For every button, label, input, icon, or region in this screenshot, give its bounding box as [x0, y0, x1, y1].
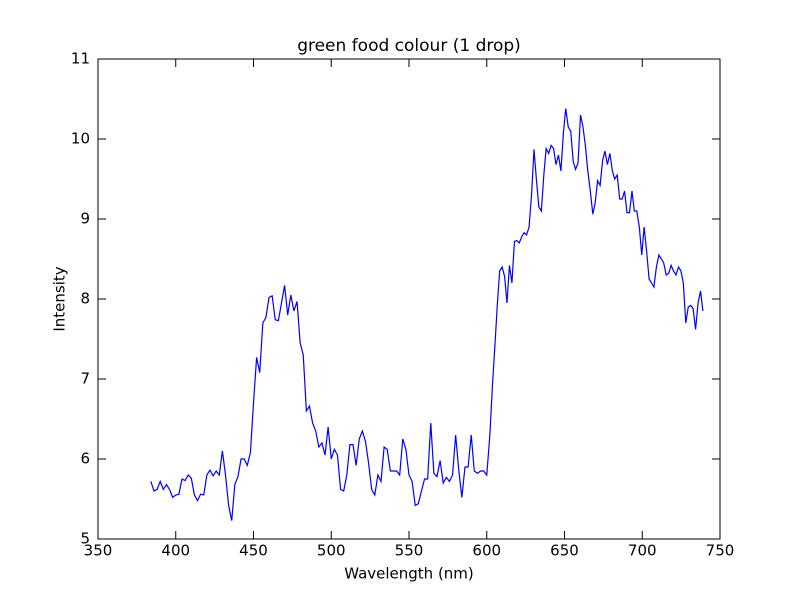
x-tick-label: 500: [317, 542, 346, 560]
y-tick-label: 9: [80, 210, 90, 228]
chart-title: green food colour (1 drop): [297, 36, 521, 56]
x-tick-label: 450: [239, 542, 268, 560]
y-tick-label: 8: [80, 290, 90, 308]
x-tick-label: 600: [472, 542, 501, 560]
y-tick-label: 6: [80, 450, 90, 468]
y-tick-label: 10: [71, 130, 90, 148]
x-axis-label: Wavelength (nm): [344, 565, 474, 583]
x-tick-label: 700: [628, 542, 657, 560]
x-tick-label: 650: [550, 542, 579, 560]
y-tick-label: 5: [80, 530, 90, 548]
x-tick-label: 750: [706, 542, 735, 560]
y-axis-label: Intensity: [51, 266, 69, 331]
x-tick-label: 550: [395, 542, 424, 560]
y-tick-label: 11: [71, 50, 90, 68]
x-tick-label: 350: [84, 542, 113, 560]
x-tick-label: 400: [161, 542, 190, 560]
data-line: [150, 108, 704, 521]
y-tick-label: 7: [80, 370, 90, 388]
